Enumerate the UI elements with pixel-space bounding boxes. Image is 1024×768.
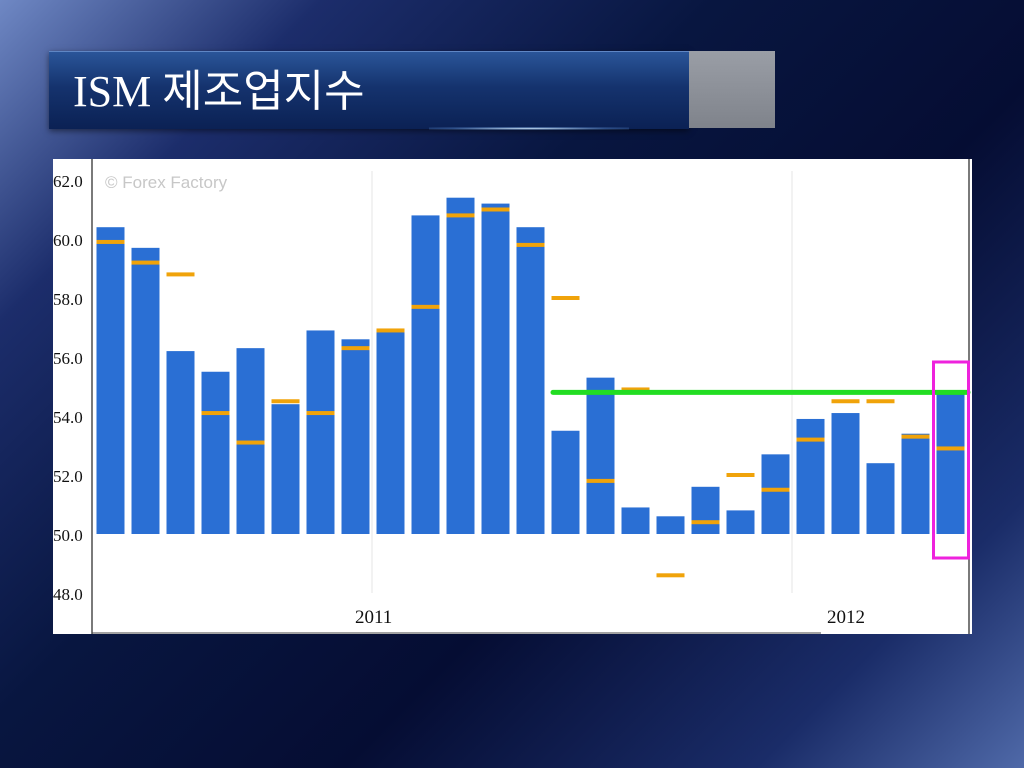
forecast-marker [621,387,650,392]
bar [341,339,370,534]
bar [376,330,405,534]
forecast-marker [656,573,685,578]
bar [901,433,930,534]
forecast-marker-layer [96,207,965,578]
forecast-marker [726,473,755,477]
forecast-marker [271,399,300,404]
forecast-marker [866,399,895,404]
forecast-marker [831,399,860,404]
forecast-marker [166,272,195,277]
title-bar: ISM 제조업지수 [49,51,689,130]
bar [481,203,510,534]
forecast-marker [446,213,475,218]
grid-layer [371,171,793,593]
y-tick-label: 52.0 [53,467,83,486]
x-label-2011: 2011 [355,607,392,628]
bar [411,215,440,534]
bar [516,227,545,534]
bar-layer [96,197,965,534]
slide-title: ISM 제조업지수 [73,67,365,116]
title-accent-block [689,51,775,128]
bar [796,418,825,534]
bar [621,507,650,534]
forecast-marker [306,411,335,416]
ism-bar-chart: © Forex Factory 62.0 60.0 58.0 56.0 54.0 52.0… [53,159,971,634]
y-tick-label: 54.0 [53,408,83,427]
y-tick-label: 62.0 [53,172,83,191]
watermark: © Forex Factory [105,173,228,192]
chart-panel: © Forex Factory 62.0 60.0 58.0 56.0 54.0 52.0… [53,159,972,634]
bar [656,516,685,534]
forecast-marker [586,478,615,483]
forecast-marker [901,434,930,439]
bar [866,463,895,534]
forecast-marker [341,346,370,351]
bar [831,413,860,534]
forecast-marker [131,260,160,265]
bar [551,430,580,534]
forecast-marker [551,296,580,300]
forecast-marker [691,520,720,525]
highlight-box [932,360,970,560]
y-tick-label: 50.0 [53,526,83,545]
bar [691,486,720,534]
bar [131,247,160,534]
overlay-layer [550,360,971,560]
bar [726,510,755,534]
forecast-marker [516,242,545,247]
bar [271,404,300,534]
bar [936,392,965,534]
bar [201,371,230,534]
y-tick-label: 58.0 [53,290,83,309]
y-tick-label: 48.0 [53,585,83,604]
forecast-marker [481,207,510,212]
bar [586,377,615,534]
y-tick-label: 60.0 [53,231,83,250]
forecast-marker [411,304,440,309]
bar [166,351,195,534]
forecast-marker [376,328,405,333]
forecast-marker [761,487,790,492]
axis-layer: 62.0 60.0 58.0 56.0 54.0 52.0 50.0 48.0 2011 2012 [53,159,970,634]
y-tick-label: 56.0 [53,349,83,368]
forecast-marker [936,446,965,451]
forecast-marker [201,411,230,416]
forecast-marker [796,437,825,442]
forecast-marker [236,440,265,445]
bar [446,197,475,534]
x-label-2012: 2012 [827,607,865,628]
bar [761,454,790,534]
forecast-marker [96,239,125,244]
bar [96,227,125,534]
bar [306,330,335,534]
